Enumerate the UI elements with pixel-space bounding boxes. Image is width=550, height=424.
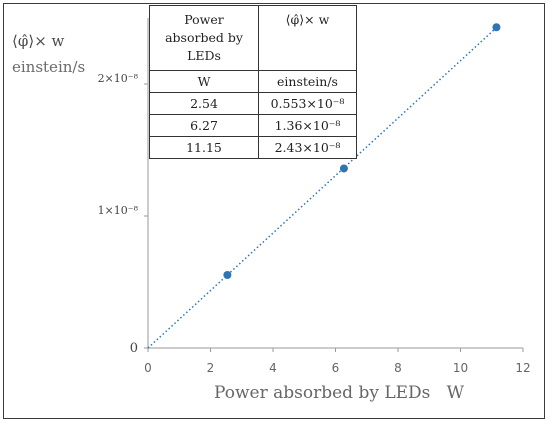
x-ticks: 0 2 4 6 8 10 12	[144, 348, 531, 375]
data-table: Power absorbed by LEDs ⟨φ̂⟩× w W einstei…	[149, 5, 357, 159]
table-row: 11.15 2.43×10⁻⁸	[149, 136, 357, 159]
x-tick-label: 12	[515, 361, 530, 375]
y-tick-label: 2×10⁻⁸	[98, 72, 139, 85]
data-point	[492, 23, 501, 32]
table-cell: 1.36×10⁻⁸	[258, 114, 357, 137]
data-point	[339, 164, 348, 173]
x-tick-label: 8	[394, 361, 402, 375]
x-tick-label: 0	[144, 361, 152, 375]
table-cell: 2.43×10⁻⁸	[258, 136, 357, 159]
x-tick-label: 4	[269, 361, 277, 375]
table-header-flux: ⟨φ̂⟩× w	[258, 5, 357, 71]
series	[147, 23, 501, 349]
x-tick-label: 6	[332, 361, 340, 375]
table-row: 2.54 0.553×10⁻⁸	[149, 92, 357, 115]
y-ticks: 0 1×10⁻⁸ 2×10⁻⁸	[98, 72, 148, 356]
y-tick-label: 0	[130, 341, 138, 356]
table-header-row: Power absorbed by LEDs ⟨φ̂⟩× w	[149, 5, 357, 71]
trendline	[147, 27, 497, 349]
table-header-power: Power absorbed by LEDs	[149, 5, 259, 71]
data-point	[223, 271, 232, 280]
x-tick-label: 10	[453, 361, 468, 375]
y-axis-label-unit: einstein/s	[12, 58, 86, 76]
figure-border	[3, 3, 545, 419]
table-cell: einstein/s	[258, 70, 357, 93]
table-cell: W	[149, 70, 259, 93]
y-axis-label-symbol: ⟨φ̂⟩× w	[12, 32, 65, 50]
x-axis-label: Power absorbed by LEDs W	[214, 383, 465, 403]
x-tick-label: 2	[207, 361, 215, 375]
y-tick-label: 1×10⁻⁸	[98, 204, 139, 217]
table-row: 6.27 1.36×10⁻⁸	[149, 114, 357, 137]
table-cell: 2.54	[149, 92, 259, 115]
table-cell: 11.15	[149, 136, 259, 159]
y-axis-label-top: ⟨φ̂⟩× w	[12, 32, 64, 50]
table-unit-row: W einstein/s	[149, 70, 357, 93]
table-cell: 6.27	[149, 114, 259, 137]
table-cell: 0.553×10⁻⁸	[258, 92, 357, 115]
